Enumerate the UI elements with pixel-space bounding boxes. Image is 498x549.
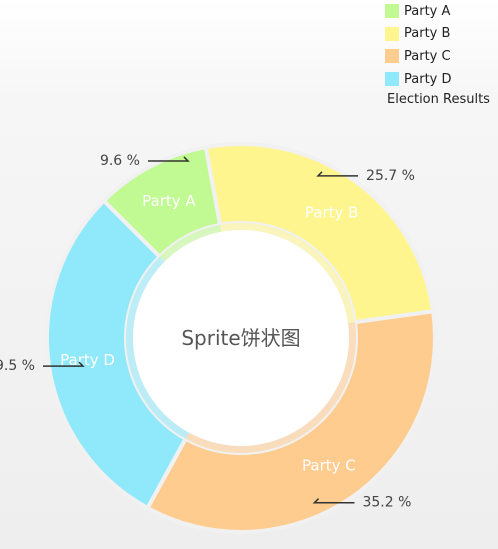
inner-ring-party-c — [185, 322, 356, 453]
inner-ring-party-b — [220, 223, 355, 324]
value-callouts: 9.6 % 25.7 % 35.2 % 29.5 % — [0, 153, 415, 511]
callout-line-party-d — [42, 361, 85, 367]
legend-label: Party B — [404, 26, 451, 42]
legend-item-party-d[interactable]: Party D — [385, 68, 498, 91]
value-label-party-c: 35.2 % — [362, 495, 411, 511]
legend-label: Party A — [404, 3, 451, 19]
slice-label-party-d: Party D — [60, 351, 115, 369]
legend: Party A Party B Party C Party D — [385, 0, 498, 90]
value-label-party-d: 29.5 % — [0, 358, 35, 374]
slice-label-party-b: Party B — [305, 203, 359, 221]
center-disc — [133, 230, 349, 446]
legend-swatch — [385, 49, 399, 64]
legend-item-party-a[interactable]: Party A — [385, 0, 498, 23]
callout-line-party-a — [147, 156, 190, 162]
value-label-party-b: 25.7 % — [366, 168, 415, 184]
legend-label: Party C — [404, 48, 451, 64]
inner-ring-party-d — [126, 256, 189, 439]
legend-swatch — [385, 26, 399, 41]
inner-ring — [126, 223, 356, 453]
pie-slices — [45, 142, 437, 534]
legend-item-party-c[interactable]: Party C — [385, 45, 498, 68]
legend-title: Election Results — [387, 92, 490, 107]
callout-line-party-b — [316, 171, 359, 177]
legend-label: Party D — [404, 71, 452, 87]
slice-label-party-c: Party C — [302, 457, 356, 475]
value-label-party-a: 9.6 % — [100, 153, 140, 169]
inner-ring-party-a — [159, 224, 222, 262]
slice-label-party-a: Party A — [142, 192, 196, 210]
slice-labels: Party A Party B Party C Party D — [60, 192, 358, 475]
legend-item-party-b[interactable]: Party B — [385, 23, 498, 46]
chart-title: Sprite饼状图 — [181, 326, 300, 350]
callout-line-party-c — [312, 498, 355, 504]
legend-swatch — [385, 4, 399, 19]
legend-swatch — [385, 72, 399, 87]
